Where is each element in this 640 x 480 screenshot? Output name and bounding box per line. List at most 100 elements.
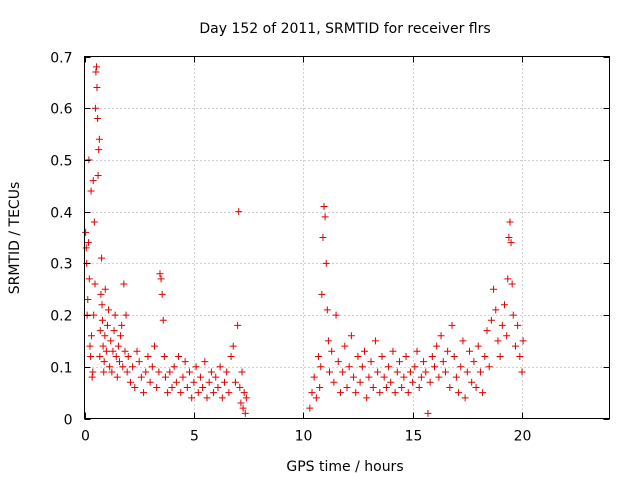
data-point — [356, 378, 364, 386]
data-point — [457, 363, 465, 371]
data-point — [474, 342, 482, 350]
data-point — [463, 368, 471, 376]
data-point — [100, 368, 108, 376]
data-point — [231, 378, 239, 386]
data-point — [507, 239, 515, 247]
data-point — [369, 383, 377, 391]
data-point — [120, 280, 128, 288]
y-tick-label: 0.3 — [50, 257, 72, 273]
data-point — [140, 389, 148, 397]
data-point — [378, 352, 386, 360]
data-point — [92, 68, 100, 76]
data-point — [158, 290, 166, 298]
data-point — [363, 394, 371, 402]
data-point — [87, 352, 95, 360]
data-point — [494, 337, 502, 345]
data-point — [323, 306, 331, 314]
y-tick-label: 0.5 — [50, 154, 72, 170]
data-point — [511, 342, 519, 350]
data-point — [82, 244, 90, 252]
tick-labels-layer: 0 0.1 0.2 0.3 0.4 0.5 0.6 0.7 0 5 10 15 20 — [50, 51, 531, 445]
y-tick-label: 0.4 — [50, 206, 72, 222]
data-point — [468, 378, 476, 386]
points-layer — [82, 63, 527, 417]
data-point — [385, 363, 393, 371]
data-point — [126, 378, 134, 386]
data-point — [393, 368, 401, 376]
data-point — [444, 347, 452, 355]
data-point — [91, 104, 99, 112]
data-point — [439, 358, 447, 366]
data-point — [424, 409, 432, 417]
data-point — [235, 208, 243, 216]
data-point — [107, 337, 115, 345]
y-axis-title: SRMTID / TECUs — [7, 182, 23, 295]
data-point — [455, 389, 463, 397]
plot-frame — [84, 56, 610, 419]
data-point — [146, 378, 154, 386]
data-point — [210, 389, 218, 397]
data-point — [318, 290, 326, 298]
data-point — [371, 337, 379, 345]
data-point — [330, 378, 338, 386]
data-point — [374, 368, 382, 376]
data-point — [221, 378, 228, 386]
data-point — [328, 347, 336, 355]
data-point — [156, 270, 164, 278]
data-point — [183, 383, 191, 391]
grid-layer — [84, 56, 610, 419]
data-point — [199, 383, 207, 391]
data-point — [179, 373, 187, 381]
data-point — [459, 337, 467, 345]
data-point — [426, 378, 434, 386]
data-point — [240, 389, 248, 397]
data-point — [239, 404, 247, 412]
data-point — [103, 321, 111, 329]
data-point — [116, 358, 123, 366]
data-point — [89, 177, 97, 185]
data-point — [310, 373, 318, 381]
data-point — [382, 383, 390, 391]
data-point — [400, 373, 408, 381]
data-point — [413, 347, 421, 355]
data-point — [339, 368, 347, 376]
data-point — [316, 383, 324, 391]
data-point — [332, 311, 340, 319]
data-point — [203, 394, 211, 402]
data-point — [441, 368, 449, 376]
data-point — [433, 342, 441, 350]
data-point — [172, 378, 180, 386]
data-point — [324, 337, 332, 345]
data-point — [387, 378, 395, 386]
data-point — [483, 327, 491, 335]
data-point — [91, 280, 99, 288]
data-point — [505, 234, 513, 241]
data-point — [148, 363, 156, 371]
y-tick-label: 0.7 — [50, 51, 72, 67]
data-point — [98, 254, 106, 262]
data-point — [496, 352, 504, 360]
data-point — [479, 389, 487, 397]
data-point — [476, 368, 484, 376]
data-point — [481, 352, 489, 360]
data-point — [501, 301, 508, 309]
data-point — [367, 358, 375, 366]
data-point — [177, 389, 185, 397]
data-point — [108, 368, 116, 376]
data-point — [391, 389, 399, 397]
data-point — [96, 327, 104, 335]
data-point — [490, 285, 498, 293]
data-point — [112, 352, 120, 360]
data-point — [321, 213, 329, 221]
y-tick-label: 0.6 — [50, 102, 72, 118]
data-point — [164, 389, 172, 397]
data-point — [470, 358, 478, 366]
data-point — [234, 321, 242, 329]
data-point — [161, 373, 169, 381]
data-point — [99, 342, 107, 350]
data-point — [212, 373, 220, 381]
data-point — [86, 342, 94, 350]
data-point — [406, 368, 414, 376]
data-point — [223, 368, 231, 376]
data-point — [404, 389, 412, 397]
